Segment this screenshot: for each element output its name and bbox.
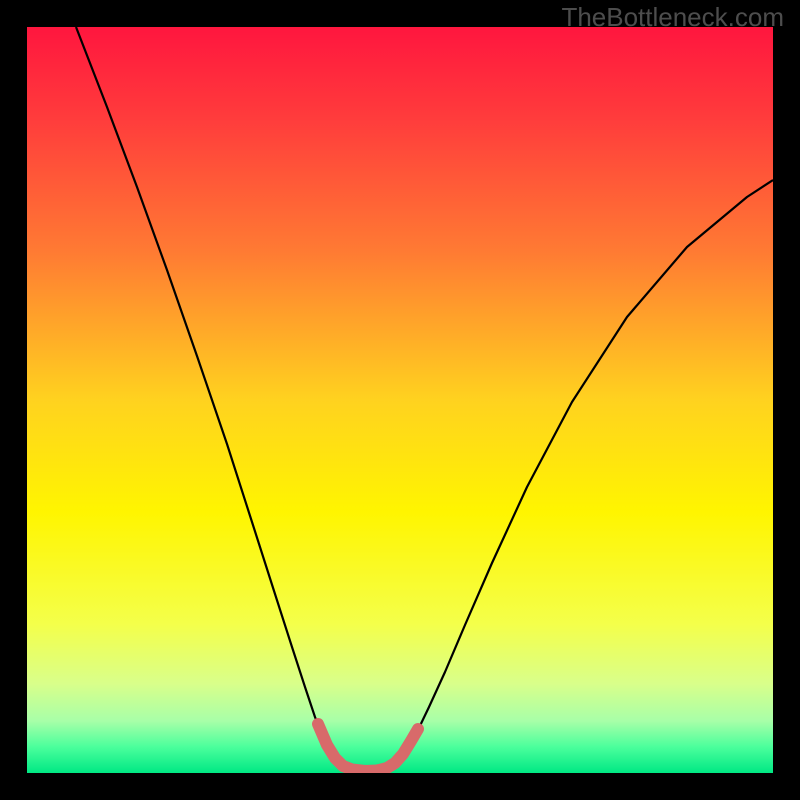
chart-svg bbox=[27, 27, 773, 773]
gradient-background bbox=[27, 27, 773, 773]
plot-area bbox=[27, 27, 773, 773]
watermark-text: TheBottleneck.com bbox=[561, 2, 784, 33]
